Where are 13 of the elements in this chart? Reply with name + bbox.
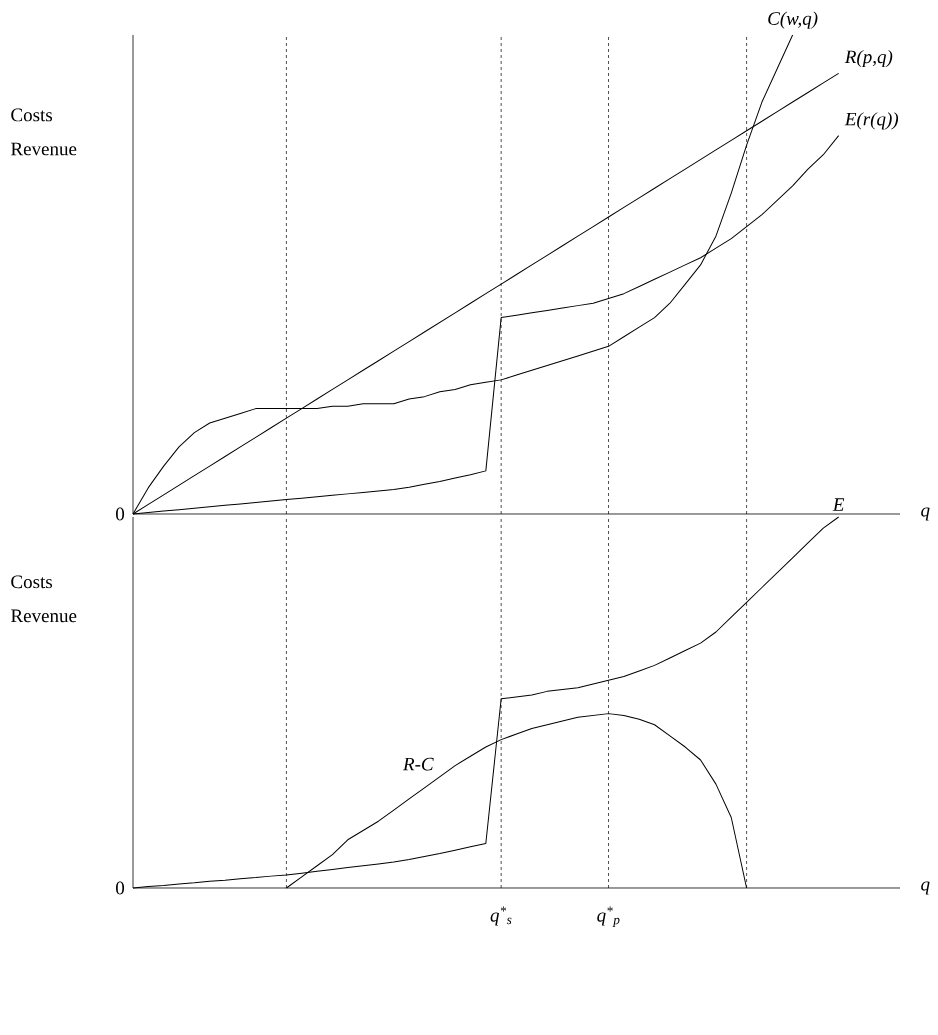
series-label: R(p,q) bbox=[844, 49, 893, 68]
series-label: R-C bbox=[402, 757, 434, 771]
series-label: E bbox=[832, 498, 845, 511]
series-label: C(w,q) bbox=[768, 11, 818, 29]
x-tick-label: q$^{*}$s bbox=[490, 906, 512, 926]
text: 0 bbox=[116, 507, 125, 521]
series-label: E(r(q)) bbox=[844, 112, 899, 130]
text: 0 bbox=[116, 881, 125, 895]
y-axis-title: Costs Revenue bbox=[11, 575, 77, 623]
x-tick-label: q$^{*}$p bbox=[597, 906, 620, 927]
y-axis-title: Costs Revenue bbox=[11, 108, 77, 156]
x-axis-title: q bbox=[921, 881, 930, 895]
x-axis-title: q bbox=[921, 507, 930, 521]
